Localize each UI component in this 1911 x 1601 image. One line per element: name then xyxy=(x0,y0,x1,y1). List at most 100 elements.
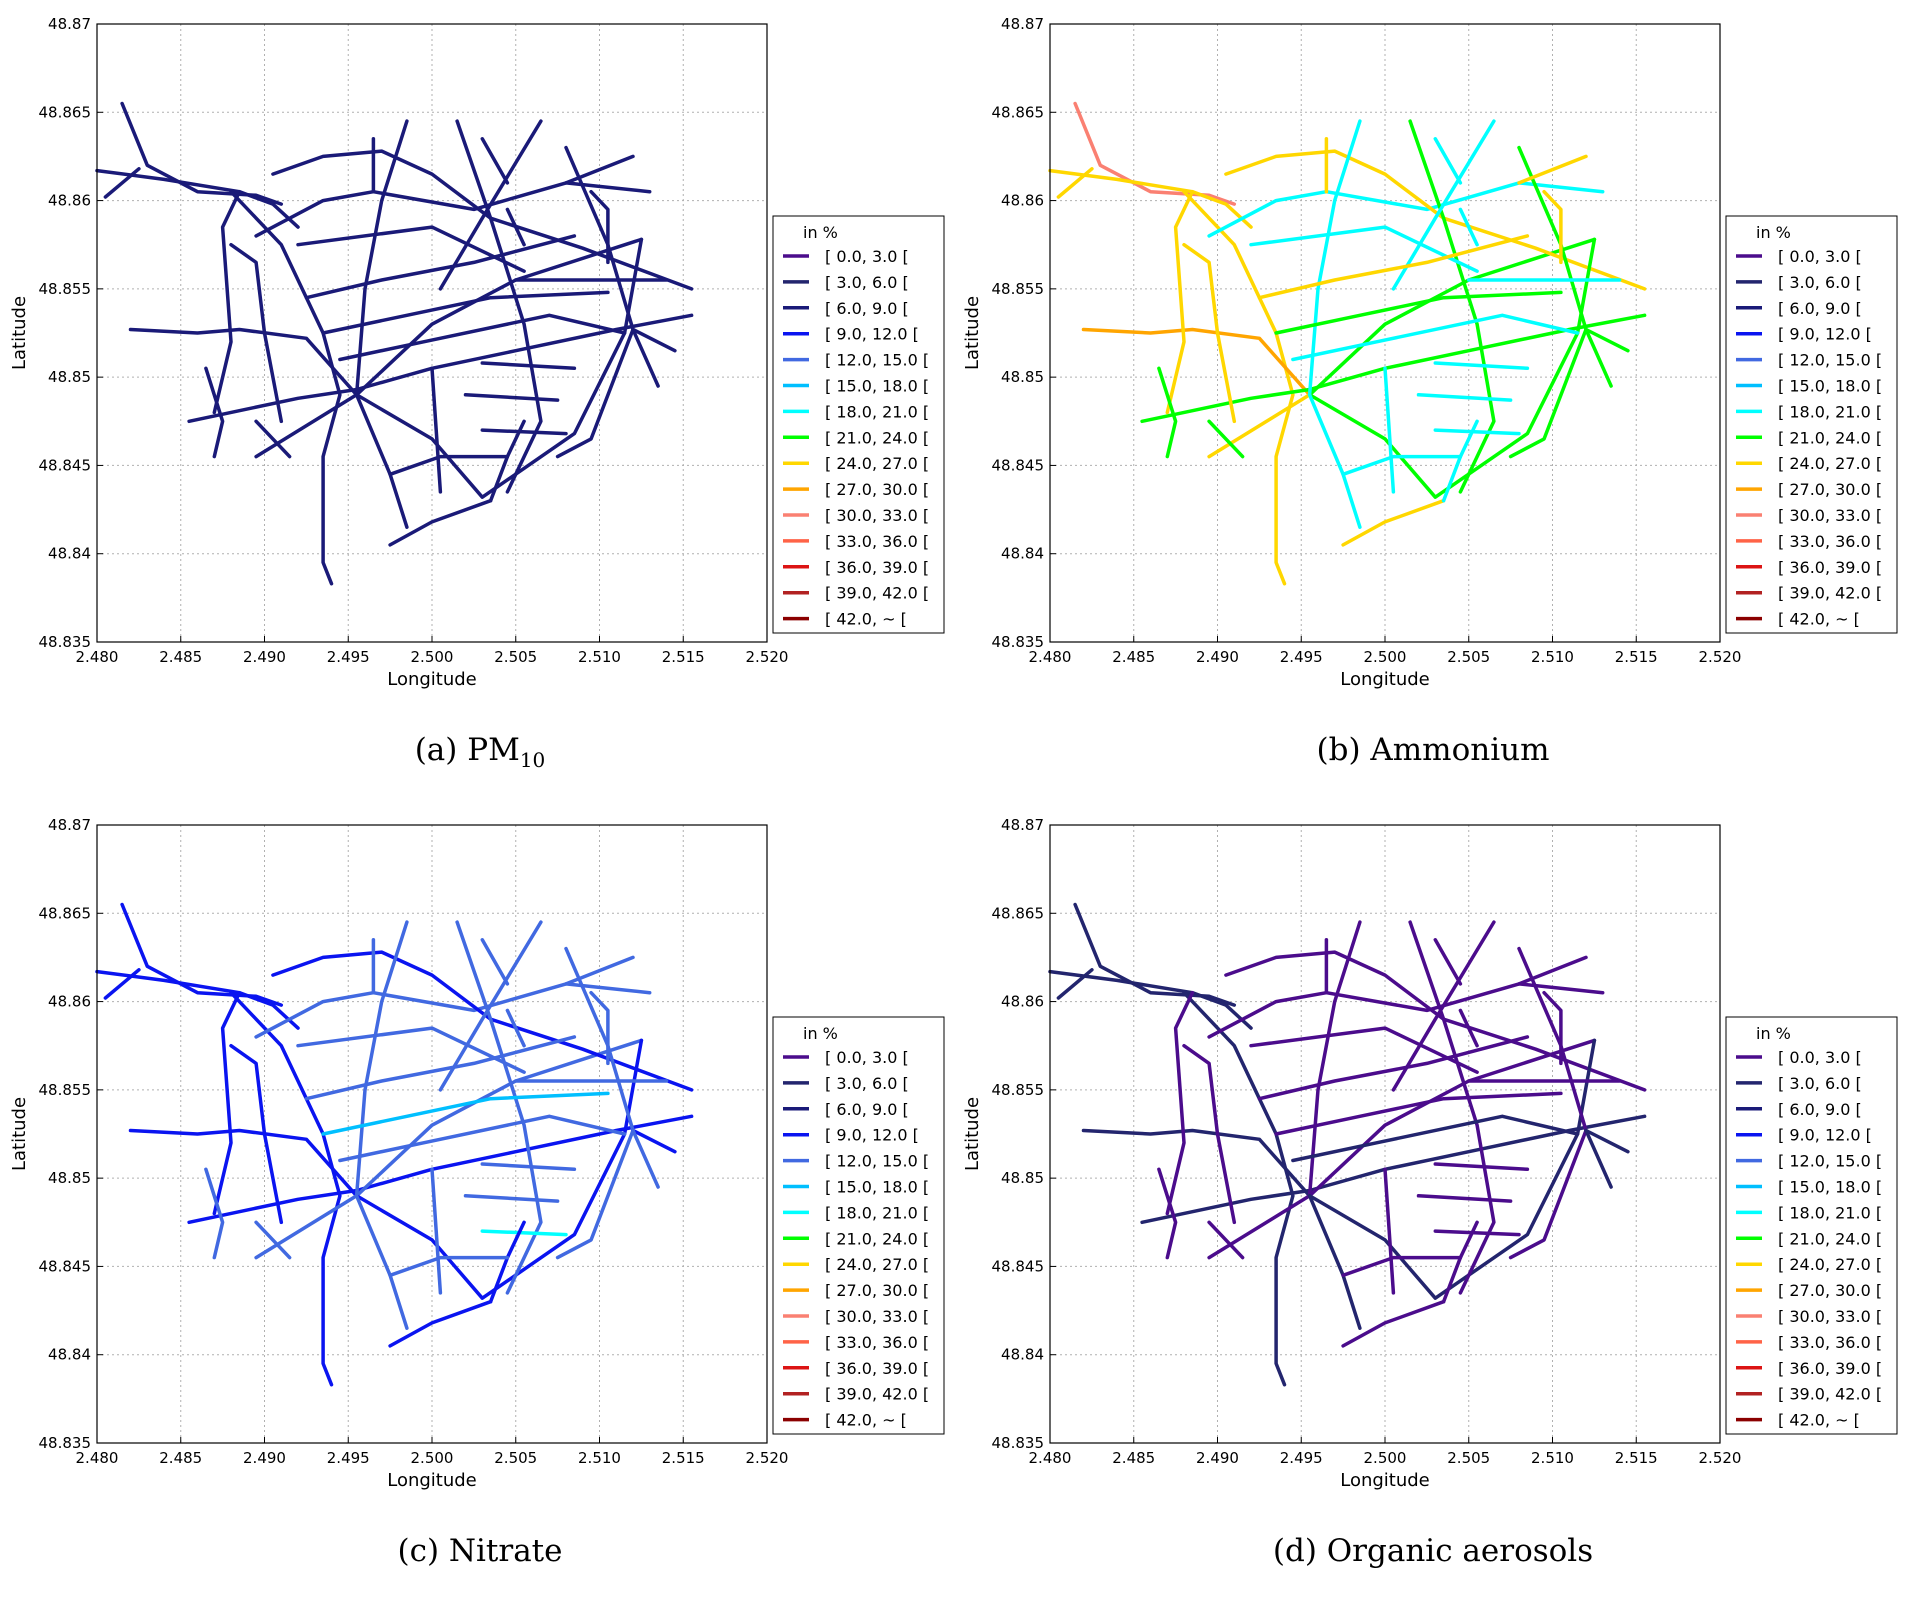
legend-frame xyxy=(772,215,945,634)
street-segment xyxy=(338,313,627,362)
x-tick-label: 2.495 xyxy=(327,648,370,666)
legend-frame xyxy=(1725,1016,1898,1435)
legend-label: [ 30.0, 33.0 [ xyxy=(1778,1307,1882,1326)
legend-label: [ 30.0, 33.0 [ xyxy=(1778,506,1882,525)
x-tick-label: 2.490 xyxy=(1196,1449,1239,1467)
street-segment xyxy=(1291,313,1580,362)
street-segment xyxy=(455,920,543,1295)
y-tick-label: 48.845 xyxy=(992,1257,1045,1275)
legend-title: in % xyxy=(803,1024,838,1043)
street-segment xyxy=(212,990,242,1216)
street-segment xyxy=(631,1128,660,1189)
street-segment xyxy=(480,1162,577,1172)
street-segment xyxy=(1157,366,1178,459)
legend-label: [ 3.0, 6.0 [ xyxy=(1778,273,1862,292)
street-segment xyxy=(204,1167,225,1260)
legend-label: [ 36.0, 39.0 [ xyxy=(1778,1359,1882,1378)
y-tick-label: 48.865 xyxy=(39,904,92,922)
street-segment xyxy=(480,938,510,986)
street-segment xyxy=(1207,419,1245,459)
x-tick-label: 2.520 xyxy=(1699,1449,1742,1467)
x-tick-label: 2.485 xyxy=(159,648,202,666)
panel-b: 2.480 2.485 2.490 2.495 2.500 2.505 2.510 2.515… xyxy=(962,15,1898,768)
street-segment xyxy=(1257,234,1530,300)
y-axis-label: Latitude xyxy=(962,1097,983,1171)
street-segment xyxy=(128,1128,359,1198)
street-segment xyxy=(1073,101,1237,206)
street-segment xyxy=(1307,1194,1362,1330)
street-segment xyxy=(1341,498,1446,547)
street-segment xyxy=(304,234,577,300)
street-segment xyxy=(1207,1220,1245,1260)
legend-label: [ 36.0, 39.0 [ xyxy=(1778,558,1882,577)
legend-label: [ 12.0, 15.0 [ xyxy=(1778,1152,1882,1171)
legend-title: in % xyxy=(803,223,838,242)
street-segment xyxy=(1584,327,1613,388)
street-segment xyxy=(1056,968,1094,1000)
x-tick-label: 2.490 xyxy=(243,648,286,666)
street-segment xyxy=(1307,393,1362,529)
legend-label: [ 33.0, 36.0 [ xyxy=(1778,1333,1882,1352)
legend: in % [ 0.0, 3.0 [[ 3.0, 6.0 [[ 6.0, 9.0 [… xyxy=(1725,215,1898,634)
street-segment xyxy=(229,1043,284,1225)
legend-label: [ 30.0, 33.0 [ xyxy=(825,506,929,525)
x-tick-label: 2.490 xyxy=(243,1449,286,1467)
legend-label: [ 39.0, 42.0 [ xyxy=(1778,1385,1882,1404)
y-axis-label: Latitude xyxy=(9,296,30,370)
legend-label: [ 3.0, 6.0 [ xyxy=(825,273,909,292)
panel-a: 2.480 2.485 2.490 2.495 2.500 2.505 2.510 2.515… xyxy=(9,15,945,772)
legend-label: [ 27.0, 30.0 [ xyxy=(1778,1281,1882,1300)
y-tick-label: 48.85 xyxy=(48,368,91,386)
legend-label: [ 39.0, 42.0 [ xyxy=(825,1385,929,1404)
street-segment xyxy=(1341,1299,1446,1348)
street-segment xyxy=(354,237,644,499)
street-segment xyxy=(254,419,292,459)
street-segment xyxy=(1157,1167,1178,1260)
legend-label: [ 24.0, 27.0 [ xyxy=(1778,1255,1882,1274)
street-segment xyxy=(1207,982,1605,1039)
y-tick-label: 48.87 xyxy=(48,15,91,33)
legend-label: [ 39.0, 42.0 [ xyxy=(825,584,929,603)
x-tick-label: 2.495 xyxy=(1280,648,1323,666)
legend-label: [ 24.0, 27.0 [ xyxy=(825,454,929,473)
legend-label: [ 15.0, 18.0 [ xyxy=(825,377,929,396)
street-segment xyxy=(1182,1043,1237,1225)
street-segment xyxy=(1165,990,1195,1216)
legend-label: [ 12.0, 15.0 [ xyxy=(825,1152,929,1171)
street-segment xyxy=(120,902,284,1007)
street-segment xyxy=(1517,955,1588,986)
street-segment xyxy=(1341,1255,1463,1278)
street-segment xyxy=(254,982,652,1039)
y-tick-label: 48.87 xyxy=(1001,816,1044,834)
street-segment xyxy=(304,1035,577,1101)
street-segment xyxy=(1307,920,1362,1198)
legend-label: [ 3.0, 6.0 [ xyxy=(825,1074,909,1093)
legend-label: [ 15.0, 18.0 [ xyxy=(1778,377,1882,396)
x-tick-label: 2.485 xyxy=(1112,648,1155,666)
panel-caption: (b) Ammonium xyxy=(1317,732,1550,768)
y-axis-label: Latitude xyxy=(962,296,983,370)
y-axis-label: Latitude xyxy=(9,1097,30,1171)
street-segment xyxy=(254,1220,292,1260)
legend-title: in % xyxy=(1756,223,1791,242)
x-tick-label: 2.480 xyxy=(76,648,119,666)
x-tick-label: 2.495 xyxy=(1280,1449,1323,1467)
street-segment xyxy=(1433,428,1521,436)
x-tick-label: 2.515 xyxy=(1615,1449,1658,1467)
street-segment xyxy=(271,149,694,291)
y-tick-label: 48.86 xyxy=(1001,192,1044,210)
street-segment xyxy=(296,225,526,273)
street-segment xyxy=(480,137,510,185)
street-segment xyxy=(204,366,225,459)
street-segment xyxy=(480,1229,568,1237)
x-tick-label: 2.510 xyxy=(1531,648,1574,666)
street-segment xyxy=(631,327,660,388)
x-tick-label: 2.505 xyxy=(494,1449,537,1467)
legend-label: [ 18.0, 21.0 [ xyxy=(1778,402,1882,421)
legend-label: [ 18.0, 21.0 [ xyxy=(825,1203,929,1222)
x-tick-label: 2.510 xyxy=(578,648,621,666)
legend-label: [ 9.0, 12.0 [ xyxy=(825,1126,919,1145)
street-segment xyxy=(321,1091,610,1136)
plot-frame xyxy=(96,23,768,643)
legend-label: [ 21.0, 24.0 [ xyxy=(1778,1229,1882,1248)
